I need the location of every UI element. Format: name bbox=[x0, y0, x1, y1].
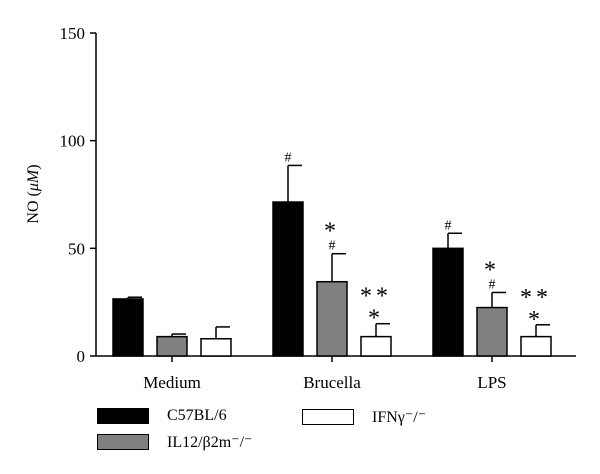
significance-marker: # bbox=[285, 150, 292, 165]
annotations: ###*#******* bbox=[285, 150, 552, 333]
bar bbox=[520, 335, 552, 357]
x-tick-label: LPS bbox=[477, 373, 506, 392]
legend-label-c57bl6: C57BL/6 bbox=[167, 407, 227, 424]
legend-swatch-il12-b2m bbox=[97, 434, 149, 450]
y-tick-label: 100 bbox=[60, 132, 86, 151]
legend-swatch-ifng bbox=[302, 409, 354, 425]
y-tick-label: 0 bbox=[77, 347, 86, 366]
x-tick-label: Brucella bbox=[303, 373, 361, 392]
x-ticks: Medium Brucella LPS bbox=[143, 356, 507, 392]
bar bbox=[476, 306, 508, 357]
y-ticks: 0 50 100 150 bbox=[60, 24, 96, 366]
bar bbox=[272, 201, 304, 357]
legend-item-c57bl6: C57BL/6 bbox=[97, 407, 227, 425]
significance-marker: # bbox=[329, 239, 336, 254]
significance-marker: ** bbox=[520, 285, 552, 311]
y-tick-label: 150 bbox=[60, 24, 86, 43]
bar bbox=[156, 335, 188, 357]
significance-marker: ** bbox=[360, 284, 392, 310]
significance-marker: # bbox=[445, 218, 452, 233]
bar bbox=[112, 298, 144, 357]
bars bbox=[112, 201, 552, 357]
legend-item-ifng: IFNγ⁻/⁻ bbox=[302, 407, 426, 427]
bar bbox=[200, 338, 232, 357]
legend-label-il12-b2m: IL12/β2m⁻/⁻ bbox=[167, 434, 253, 451]
legend-item-il12-b2m: IL12/β2m⁻/⁻ bbox=[97, 432, 252, 452]
significance-marker: * bbox=[324, 219, 340, 245]
y-axis-label: NO (μM) bbox=[25, 164, 42, 223]
significance-marker: * bbox=[528, 307, 544, 333]
significance-marker: * bbox=[484, 257, 500, 283]
bar bbox=[360, 335, 392, 357]
x-tick-label: Medium bbox=[143, 373, 201, 392]
legend-swatch-c57bl6 bbox=[97, 408, 149, 424]
y-tick-label: 50 bbox=[68, 239, 85, 258]
error-bars bbox=[127, 164, 550, 339]
bar bbox=[432, 247, 464, 357]
bar bbox=[316, 280, 348, 357]
legend-label-ifng: IFNγ⁻/⁻ bbox=[372, 409, 427, 426]
significance-marker: * bbox=[368, 306, 384, 332]
significance-marker: # bbox=[489, 277, 496, 292]
